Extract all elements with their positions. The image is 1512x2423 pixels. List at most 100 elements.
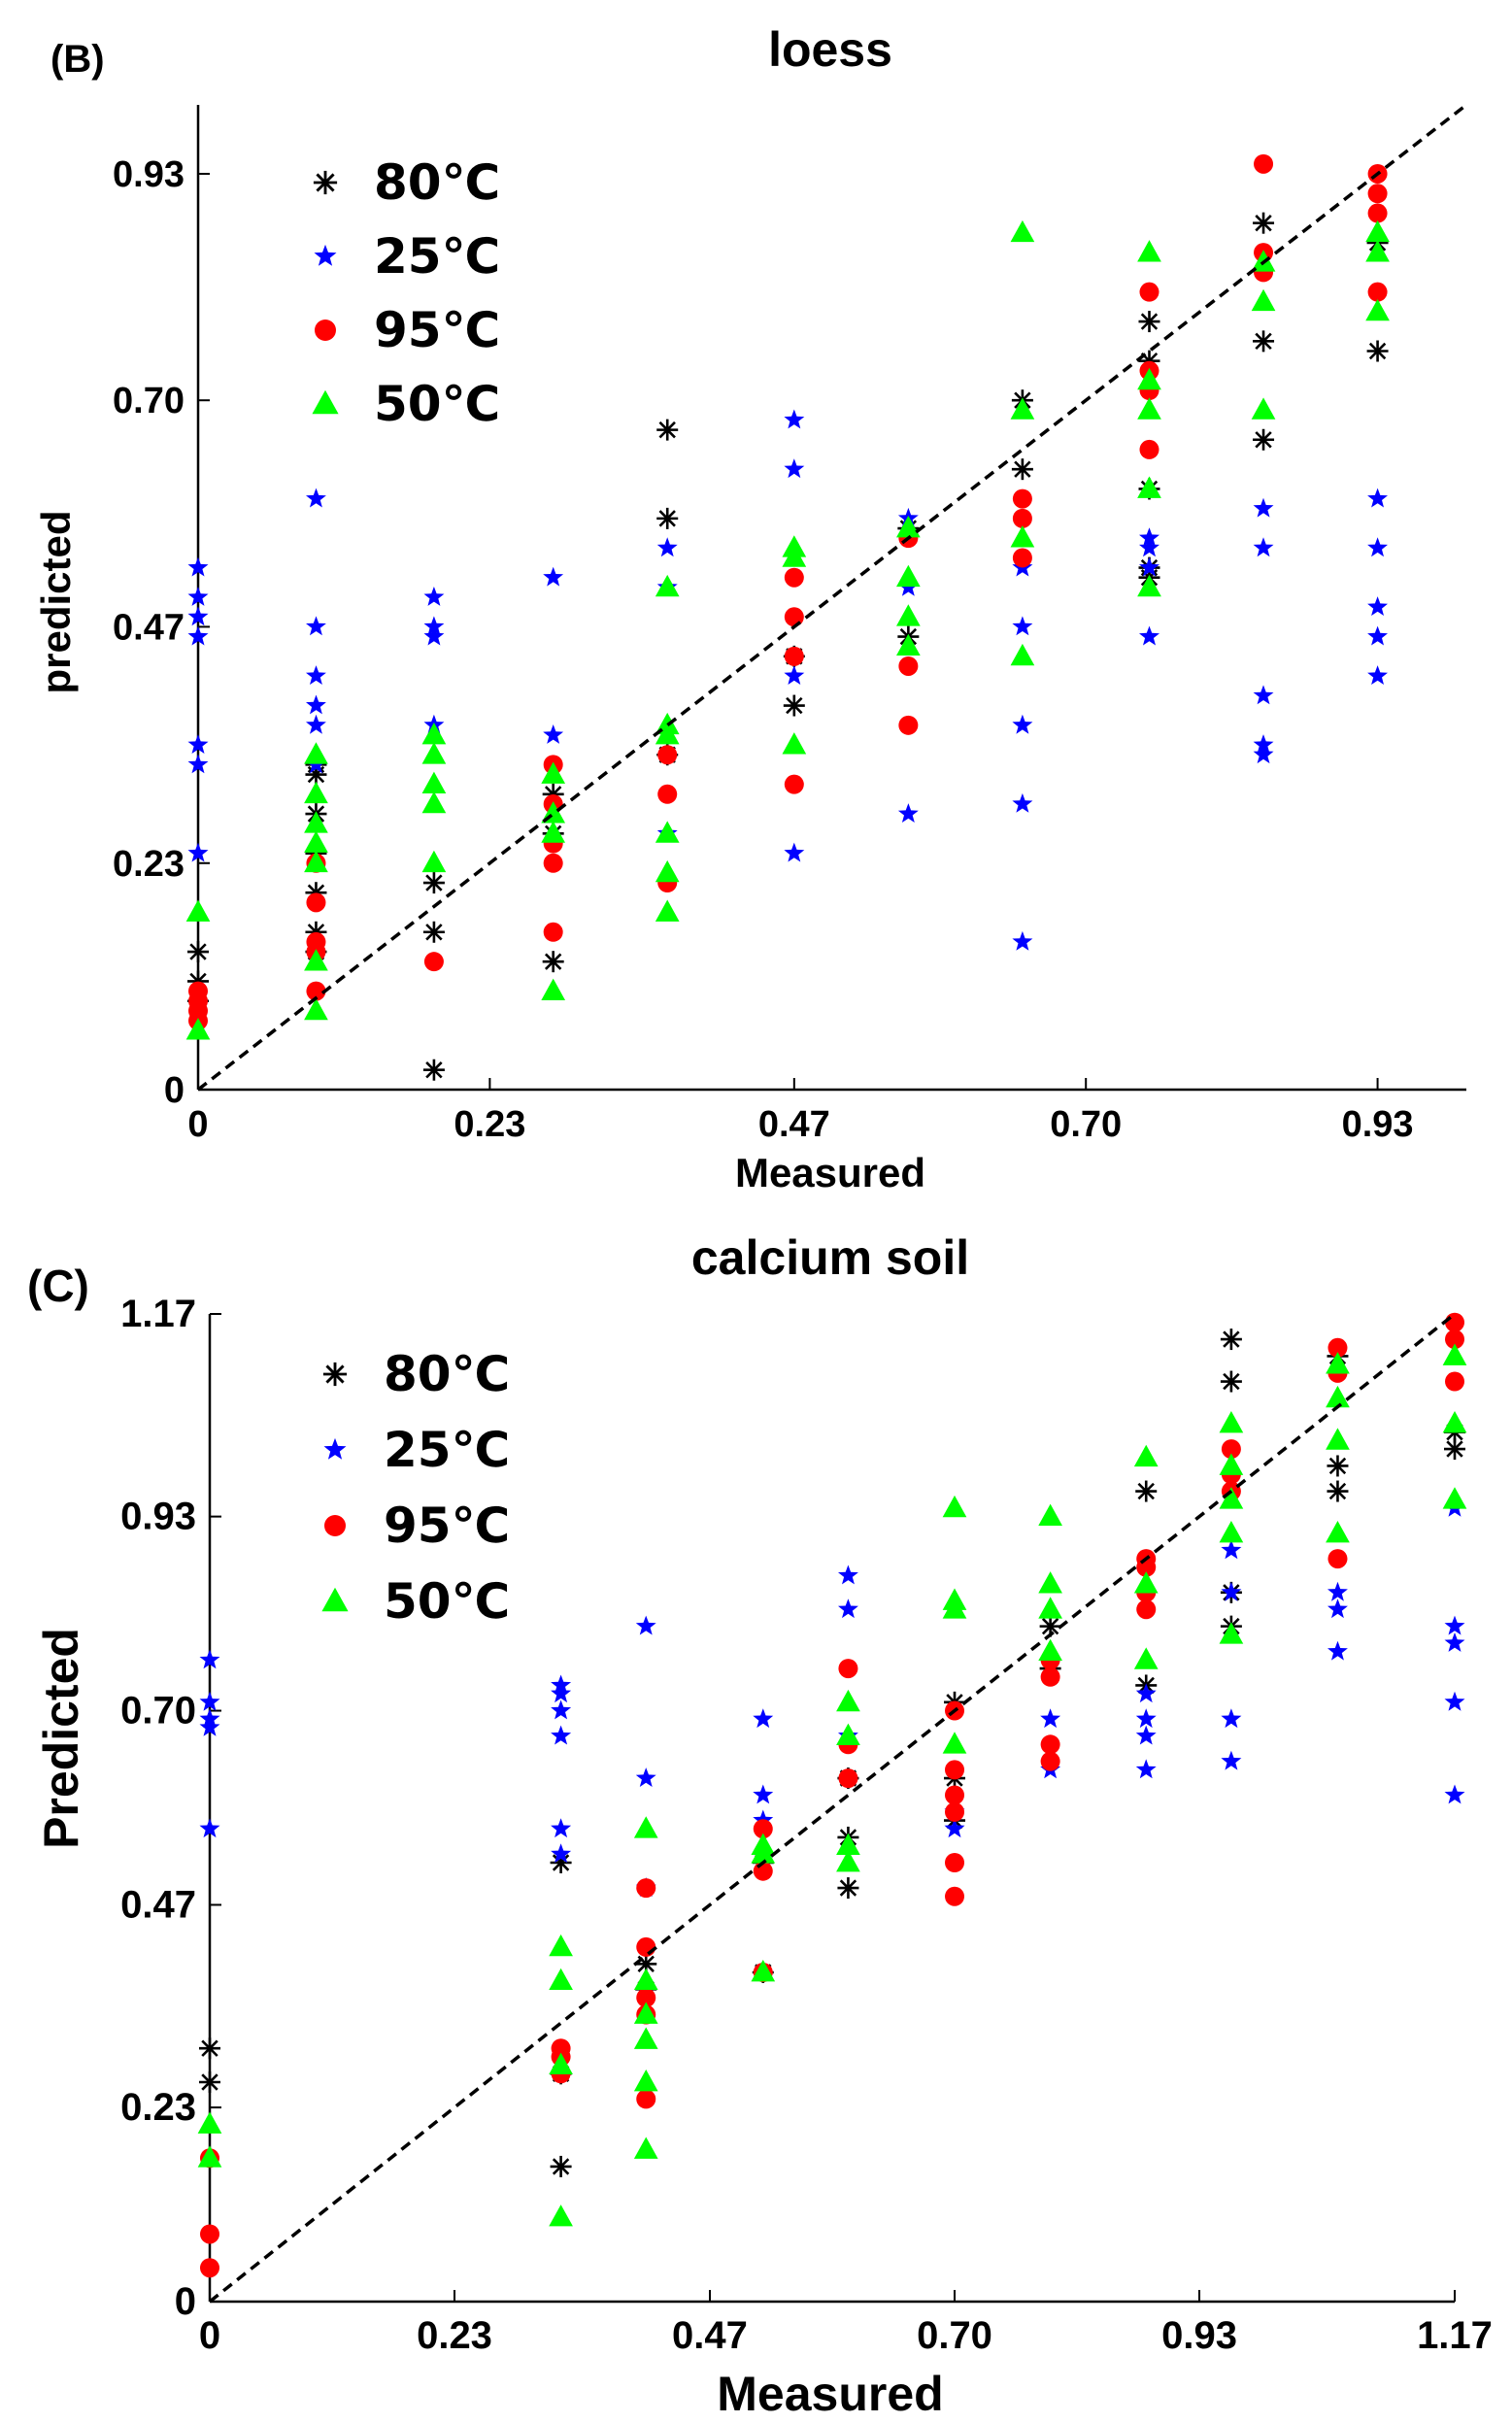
- data-point: [423, 587, 445, 606]
- data-point: [1133, 1444, 1159, 1467]
- data-point: [421, 850, 447, 873]
- data-point: [541, 821, 566, 843]
- x-tick-label: 0.93: [1161, 2314, 1237, 2357]
- data-point: [1139, 439, 1159, 459]
- data-point: [1012, 792, 1033, 813]
- data-point: [306, 714, 326, 734]
- data-point: [944, 1818, 965, 1838]
- data-point: [656, 537, 678, 557]
- data-point: [1444, 1632, 1465, 1652]
- data-point: [838, 1565, 858, 1585]
- data-point: [549, 2204, 573, 2227]
- data-point: [1012, 548, 1032, 568]
- data-point: [185, 899, 211, 922]
- data-point: [1137, 397, 1161, 420]
- data-point: [1365, 219, 1390, 243]
- y-tick-label: 0.70: [113, 381, 185, 421]
- data-point: [1135, 1683, 1157, 1703]
- data-point: [635, 1615, 656, 1635]
- data-point: [1365, 298, 1390, 321]
- data-point: [1040, 1751, 1060, 1771]
- data-point: [945, 1853, 965, 1872]
- data-point: [197, 2111, 222, 2134]
- data-point: [304, 949, 328, 971]
- chart-panel-c: (C) calcium soil Measured Predicted 0 0.2…: [27, 1230, 1493, 2421]
- y-axis-label-b: predicted: [33, 510, 79, 693]
- data-point: [836, 1850, 860, 1872]
- data-point: [838, 1659, 858, 1679]
- data-point: [837, 1877, 859, 1900]
- data-point: [1139, 556, 1159, 577]
- data-point: [945, 1886, 965, 1906]
- data-point: [1133, 1647, 1159, 1669]
- x-axis-label-c: Measured: [717, 2367, 943, 2421]
- data-point: [1253, 330, 1275, 353]
- plot-area-c: 0 0.23 0.47 0.70 0.93 1.17 0 0.23 0.47 0.70 0.93 1.…: [120, 1293, 1493, 2357]
- data-point: [784, 665, 805, 685]
- data-point: [836, 1689, 860, 1712]
- data-point: [751, 1841, 776, 1864]
- data-point: [945, 1760, 965, 1780]
- data-point: [199, 1649, 220, 1669]
- data-point: [1010, 525, 1035, 548]
- data-point: [1253, 734, 1274, 754]
- data-point: [1445, 1371, 1464, 1392]
- data-point: [542, 951, 564, 973]
- data-point: [423, 616, 445, 636]
- data-point: [421, 771, 447, 794]
- data-point: [1327, 1337, 1348, 1358]
- data-point: [1040, 1666, 1060, 1687]
- data-point: [784, 842, 805, 862]
- data-point: [549, 1968, 573, 1991]
- plot-area-b: 0 0.23 0.47 0.70 0.93 0 0.23 0.47 0.70 0.93 80℃ 25℃…: [113, 103, 1468, 1145]
- data-point: [1219, 1521, 1244, 1543]
- data-point: [783, 694, 805, 717]
- data-point: [836, 1833, 860, 1855]
- legend-label: 25℃: [374, 228, 500, 285]
- data-point: [1367, 488, 1388, 508]
- data-point: [187, 606, 209, 626]
- data-point: [784, 774, 804, 794]
- data-point: [549, 2052, 573, 2074]
- data-point: [636, 1936, 656, 1957]
- legend-label: 80℃: [384, 1346, 510, 1402]
- data-point: [1221, 1750, 1242, 1770]
- data-point: [1367, 665, 1388, 685]
- data-point: [200, 2258, 219, 2278]
- data-point: [304, 781, 328, 804]
- data-point: [1445, 1312, 1464, 1332]
- data-point: [1219, 1411, 1244, 1433]
- data-point: [1221, 1708, 1242, 1729]
- data-point: [304, 830, 328, 853]
- data-point: [636, 1878, 656, 1899]
- y-tick-label: 1.17: [120, 1293, 196, 1335]
- y-tick-label: 0.70: [120, 1690, 196, 1733]
- data-point: [1135, 1759, 1157, 1779]
- data-point: [421, 742, 447, 764]
- data-point: [551, 1699, 572, 1720]
- data-point: [306, 488, 326, 508]
- data-point: [1010, 219, 1035, 243]
- data-point: [1251, 397, 1276, 420]
- data-point: [1219, 1453, 1244, 1475]
- data-point: [423, 952, 444, 972]
- data-point: [656, 507, 679, 529]
- data-point: [1367, 596, 1388, 616]
- legend-marker: [313, 170, 338, 195]
- data-point: [657, 784, 678, 804]
- data-point: [543, 566, 564, 587]
- data-point: [421, 791, 447, 814]
- data-point: [1444, 1691, 1465, 1711]
- data-point: [633, 1816, 658, 1838]
- y-tick-label: 0.47: [113, 607, 185, 648]
- data-point: [197, 2145, 222, 2168]
- data-point: [656, 419, 679, 441]
- data-point: [1219, 1622, 1244, 1644]
- data-point: [655, 859, 680, 883]
- reference-line: [196, 103, 1468, 1092]
- data-point: [942, 1732, 967, 1754]
- legend-label: 25℃: [384, 1422, 510, 1478]
- data-point: [187, 587, 209, 606]
- data-point: [304, 850, 328, 873]
- data-point: [1253, 212, 1275, 234]
